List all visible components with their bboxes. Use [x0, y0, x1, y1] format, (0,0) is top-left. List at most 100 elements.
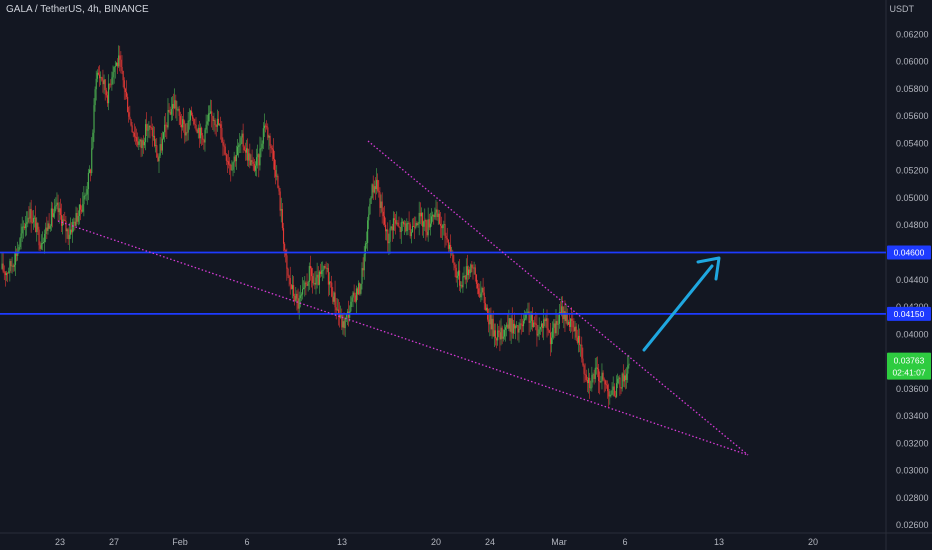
candle-body: [398, 225, 400, 228]
x-tick-label: 13: [337, 537, 347, 547]
candle-body: [573, 327, 575, 332]
candle-body: [447, 239, 449, 249]
candle-body: [11, 265, 13, 267]
candle-body: [372, 184, 374, 193]
y-tick-label: 0.05600: [896, 111, 929, 121]
candle-body: [280, 209, 282, 211]
candle-body: [288, 275, 290, 278]
candle-body: [464, 275, 466, 280]
candle-body: [16, 253, 18, 256]
candle-body: [529, 320, 531, 323]
candle-body: [424, 220, 426, 222]
candle-body: [125, 92, 128, 97]
candle-body: [248, 153, 250, 161]
candle-body: [517, 325, 519, 333]
candle-body: [627, 365, 629, 374]
candle-body: [298, 298, 300, 309]
candle-body: [391, 226, 393, 231]
candle-body: [612, 386, 614, 391]
candle-body: [32, 217, 34, 223]
candle-body: [475, 274, 477, 284]
candle-body: [96, 72, 98, 79]
candle-body: [158, 155, 160, 162]
candle-body: [583, 365, 585, 374]
candle-body: [387, 229, 389, 244]
candle-body: [316, 274, 318, 278]
candle-body: [234, 156, 236, 162]
candle-body: [401, 221, 403, 223]
candle-body: [327, 268, 329, 285]
candle-body: [193, 118, 195, 125]
candle-body: [281, 209, 283, 229]
candle-body: [499, 332, 501, 340]
candle-body: [533, 322, 535, 328]
candle-body: [335, 307, 337, 311]
candle-body: [103, 79, 105, 85]
candle-body: [317, 274, 319, 285]
candle-body: [611, 390, 613, 395]
candle-body: [51, 208, 54, 217]
candle-body: [112, 72, 114, 78]
candle-body: [609, 394, 611, 397]
symbol-title[interactable]: GALA / TetherUS, 4h, BINANCE: [6, 4, 149, 15]
candle-body: [303, 287, 305, 290]
candle-body: [518, 329, 520, 333]
candle-body: [590, 387, 592, 389]
candle-body: [568, 321, 571, 327]
candle-body: [76, 212, 78, 222]
candle-body: [461, 284, 463, 288]
candle-body: [122, 70, 124, 81]
x-tick-label: 20: [808, 537, 818, 547]
candle-body: [340, 314, 342, 318]
candle-body: [287, 268, 289, 276]
candle-body: [204, 129, 206, 143]
candle-body: [378, 190, 380, 193]
candle-body: [149, 125, 151, 128]
candle-body: [129, 116, 131, 120]
candle-body: [38, 229, 40, 246]
candle-body: [286, 255, 288, 269]
breakout-arrow-head: [696, 256, 721, 281]
candle-body: [196, 129, 198, 133]
candle-body: [483, 292, 485, 304]
candle-body: [173, 104, 175, 109]
candle-body: [179, 115, 181, 125]
candle-body: [488, 319, 490, 325]
x-tick-label: 27: [109, 537, 119, 547]
candle-body: [426, 231, 428, 236]
candle-body: [431, 216, 433, 224]
candle-body: [363, 254, 365, 271]
candle-body: [321, 270, 323, 274]
candle-body: [575, 326, 577, 338]
candle-body: [344, 317, 346, 329]
candle-body: [522, 320, 525, 327]
candle-body: [537, 334, 539, 336]
candle-body: [27, 217, 29, 223]
candle-body: [75, 212, 77, 226]
candle-body: [571, 318, 573, 321]
candle-body: [258, 154, 260, 166]
candle-body: [245, 148, 248, 153]
candle-body: [91, 148, 93, 174]
candle-body: [302, 289, 304, 295]
candle-body: [228, 161, 230, 165]
candle-body: [160, 144, 162, 151]
candle-body: [282, 228, 285, 244]
candle-body: [555, 321, 557, 334]
candle-body: [423, 221, 425, 227]
candle-body: [470, 264, 472, 274]
candle-body: [356, 288, 359, 295]
candle-body: [251, 160, 253, 162]
candle-body: [506, 324, 508, 328]
candle-body: [157, 157, 159, 162]
candle-body: [203, 139, 205, 143]
candle-body: [80, 204, 82, 210]
candle-body: [621, 373, 623, 389]
candle-body: [332, 296, 334, 302]
candle-body: [574, 326, 576, 332]
candle-body: [137, 141, 139, 145]
candle-body: [306, 283, 308, 286]
candle-body: [446, 238, 448, 240]
candle-body: [479, 293, 481, 298]
